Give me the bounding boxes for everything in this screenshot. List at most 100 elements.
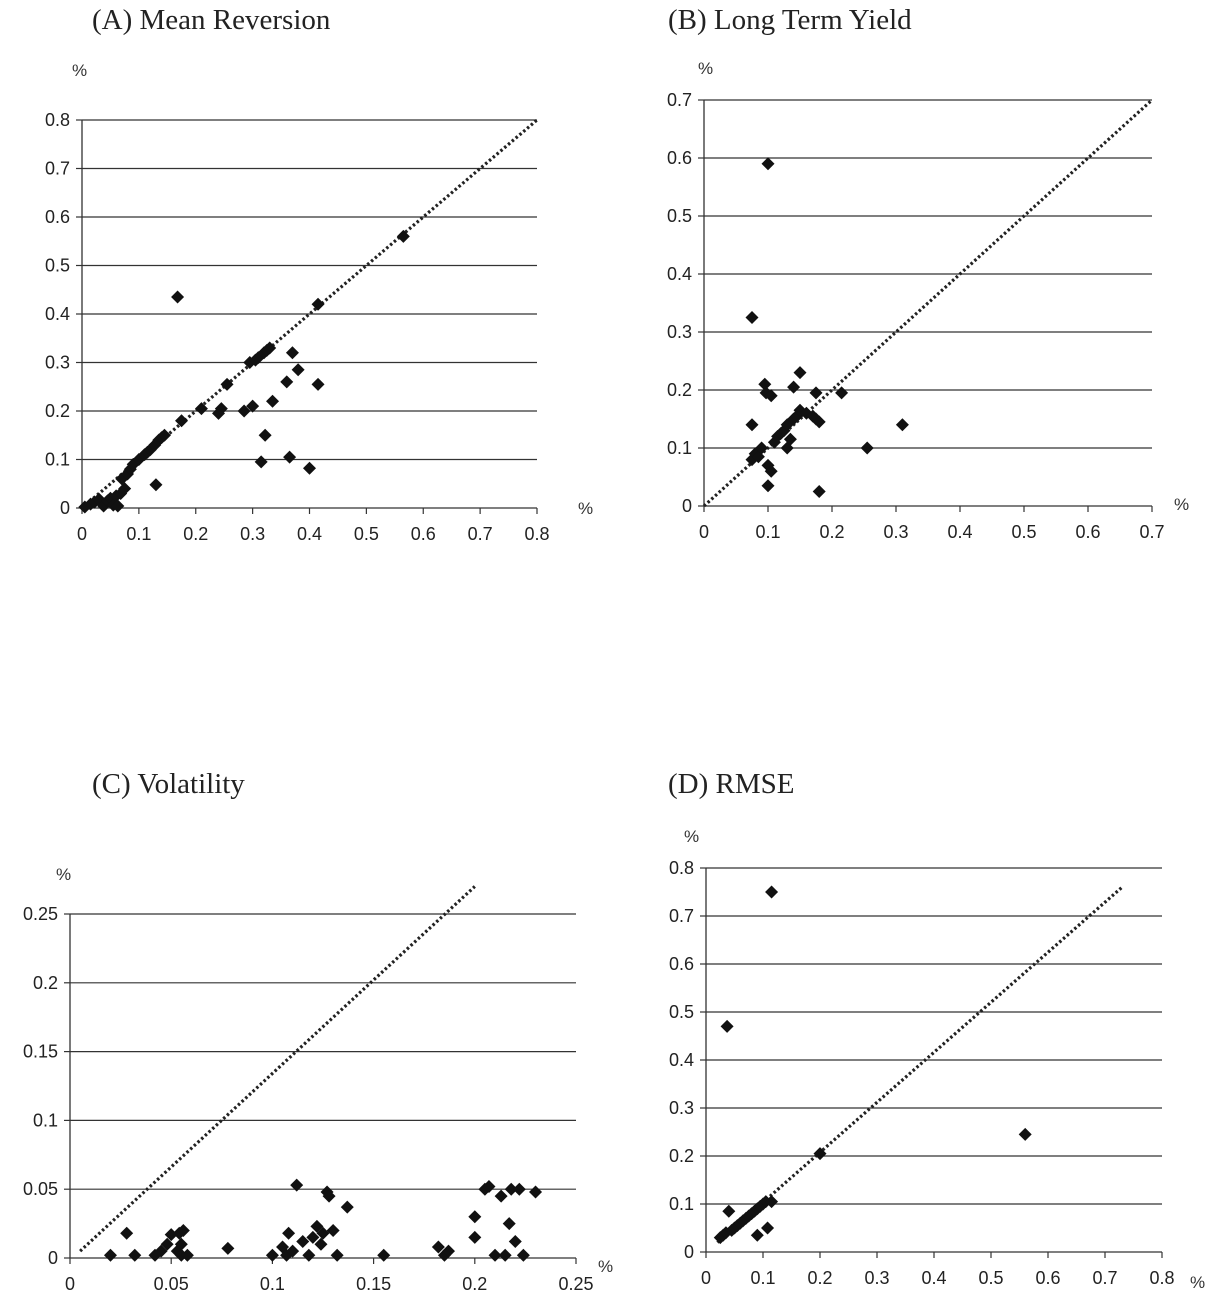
x-tick-label: 0.5 [978,1268,1003,1288]
y-axis-unit: % [72,61,87,80]
data-point [482,1179,496,1193]
data-point [254,455,268,469]
chart-panel-a: (A) Mean Reversion 0 0.1 0.2 0.3 0.4 0.5 0.6 0.… [0,0,606,620]
data-point [516,1248,530,1262]
data-point [174,1237,188,1251]
x-tick-label: 0.2 [819,522,844,542]
data-point [377,1248,391,1262]
data-point [263,341,277,355]
data-point [280,375,294,389]
data-point [750,1228,764,1242]
data-point [860,441,874,455]
data-point [488,1248,502,1262]
y-tick-label: 0.8 [45,110,70,130]
y-tick-label: 0.25 [23,904,58,924]
chart-title: (A) Mean Reversion [92,4,331,36]
data-point [118,482,132,496]
x-tick-label: 0.6 [411,524,436,544]
data-point [290,1178,304,1192]
data-point [502,1217,516,1231]
data-point [311,377,325,391]
data-point [314,1237,328,1251]
data-point [761,1221,775,1235]
data-point [787,380,801,394]
x-tick-label: 0.5 [354,524,379,544]
data-point [340,1200,354,1214]
data-point [221,1241,235,1255]
data-point [316,1226,330,1240]
data-point [283,450,297,464]
x-tick-label: 0.2 [462,1274,487,1294]
data-point [176,1223,190,1237]
data-point [282,1226,296,1240]
x-tick-label: 0.1 [126,524,151,544]
y-tick-label: 0.2 [45,401,70,421]
data-point [246,399,260,413]
x-tick-label: 0.4 [947,522,972,542]
x-tick-label: 0.7 [468,524,493,544]
data-point [813,1147,827,1161]
data-point [330,1248,344,1262]
data-point [157,428,171,442]
data-point [306,1230,320,1244]
y-tick-label: 0 [48,1248,58,1268]
data-point [214,402,228,416]
y-tick-label: 0.3 [669,1098,694,1118]
data-point [103,1248,117,1262]
data-point [431,1240,445,1254]
x-tick-label: 0 [701,1268,711,1288]
data-point [793,366,807,380]
x-tick-label: 0.8 [1149,1268,1174,1288]
data-point [508,1234,522,1248]
chart-panel-b: (B) Long Term Yield 0 0.1 0.2 0.3 0.4 0.5 0.6 0… [606,0,1213,620]
y-tick-label: 0.5 [45,256,70,276]
data-point [164,1228,178,1242]
data-point [1018,1127,1032,1141]
data-point [812,415,826,429]
x-tick-label: 0.15 [356,1274,391,1294]
data-point [812,485,826,498]
data-point [504,1182,518,1196]
x-tick-label: 0.1 [260,1274,285,1294]
data-point [441,1244,455,1258]
x-tick-label: 0.8 [524,524,549,544]
data-point [326,1223,340,1237]
y-axis-unit: % [56,865,71,884]
data-point [396,229,410,243]
data-point [266,394,280,408]
x-tick-label: 0.6 [1075,522,1100,542]
x-tick-label: 0.2 [183,524,208,544]
data-point [120,1226,134,1240]
y-tick-label: 0 [60,498,70,518]
data-point [291,363,305,377]
y-tick-label: 0 [682,496,692,516]
data-point [322,1189,336,1203]
y-tick-label: 0.5 [669,1002,694,1022]
data-point [720,1019,734,1033]
data-point [765,1195,779,1209]
x-tick-label: 0.4 [297,524,322,544]
data-point [751,450,765,464]
data-point [498,1248,512,1262]
data-point [220,377,234,391]
x-axis-unit: % [1190,1273,1205,1292]
data-point [722,1204,736,1218]
data-point [765,885,779,899]
reference-diagonal-line [79,885,476,1253]
data-point [767,435,781,449]
data-point [128,1248,142,1262]
x-axis-unit: % [598,1257,613,1276]
data-point [758,377,772,391]
data-point [745,418,759,432]
y-tick-label: 0.3 [667,322,692,342]
x-tick-label: 0.7 [1139,522,1164,542]
data-point [237,404,251,418]
y-tick-label: 0.2 [33,973,58,993]
y-tick-label: 0.7 [669,906,694,926]
data-point [764,389,778,403]
scatter-plot-b: 0 0.1 0.2 0.3 0.4 0.5 0.6 0.7 0 0.1 0.2 0.3 0.4 0.5 0.… [667,59,1189,542]
data-point [302,1248,316,1262]
x-tick-label: 0.2 [807,1268,832,1288]
x-tick-label: 0.1 [755,522,780,542]
data-point [303,461,316,475]
